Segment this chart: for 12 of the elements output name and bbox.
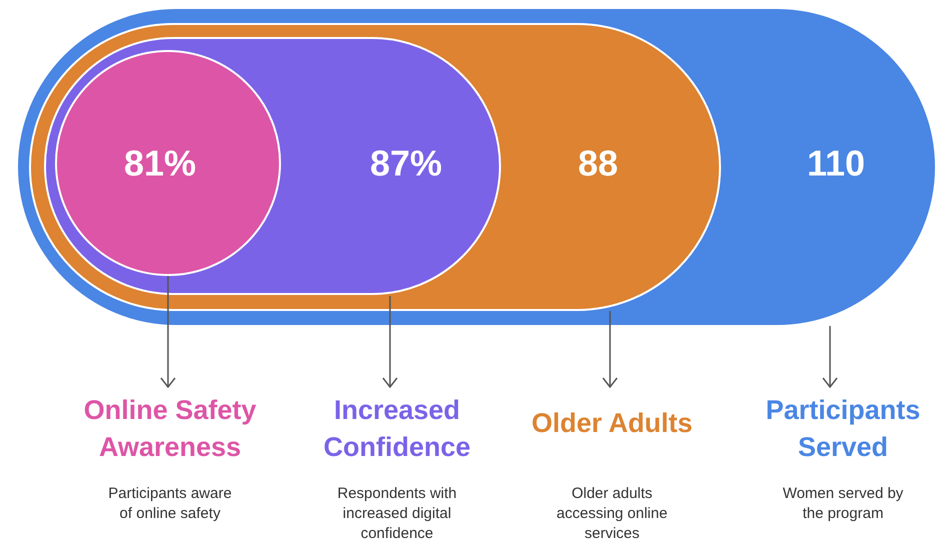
text: Respondents with increased digital confidence (337, 484, 457, 542)
data-label: 87% (370, 142, 442, 184)
text: Women served by the program (782, 484, 904, 522)
text: Participants aware of online safety (108, 484, 232, 522)
data-label: 110 (806, 142, 866, 184)
data-label: 81% (124, 142, 196, 184)
data-label: 88 (578, 142, 618, 184)
category-label: Participants Served (766, 395, 920, 462)
category-label: Older Adults (531, 408, 693, 438)
text: Older adults accessing online services (556, 484, 668, 542)
category-label: Online Safety Awareness (84, 395, 256, 462)
category-label: Increased Confidence (323, 395, 471, 462)
